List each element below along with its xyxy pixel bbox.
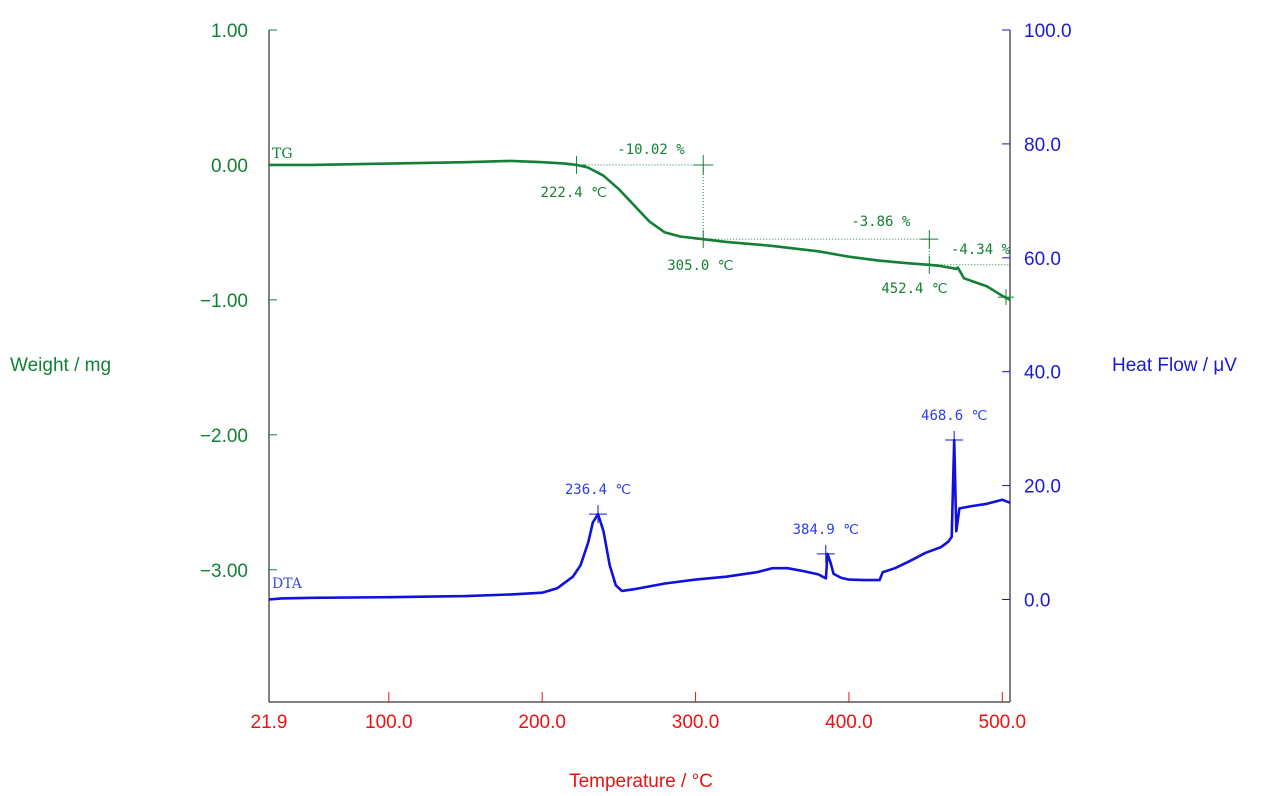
y-right-tick-label: 20.0	[1024, 477, 1061, 498]
left-axis-ticks: 1.00 0.00 −1.00 −2.00 −3.00	[200, 21, 277, 582]
x-tick-label: 200.0	[518, 712, 566, 733]
y-left-tick-label: 1.00	[211, 21, 248, 42]
y-right-tick-label: 80.0	[1024, 135, 1061, 156]
y-right-tick-label: 0.0	[1024, 590, 1050, 611]
annotation-label: -3.86 %	[851, 214, 911, 230]
right-axis-ticks: 100.0 80.0 60.0 40.0 20.0 0.0	[1002, 21, 1072, 611]
plot-frame	[268, 30, 1011, 703]
x-axis-ticks: 21.9 100.0 200.0 300.0 400.0 500.0	[251, 692, 1027, 733]
y-right-tick-label: 40.0	[1024, 363, 1061, 384]
x-tick-label: 300.0	[672, 712, 720, 733]
annotation-label: -10.02 %	[617, 142, 685, 158]
y-left-tick-label: −2.00	[200, 426, 248, 447]
annotation-label: 236.4 ℃	[565, 482, 631, 498]
series-label-tg: TG	[272, 146, 293, 162]
series-line-dta	[268, 438, 1011, 601]
y-left-tick-label: 0.00	[211, 156, 248, 177]
x-tick-label: 500.0	[979, 712, 1027, 733]
series-label-dta: DTA	[272, 576, 303, 592]
y-right-tick-label: 60.0	[1024, 249, 1061, 270]
x-tick-label: 21.9	[251, 712, 288, 733]
annotation-label: 468.6 ℃	[921, 408, 987, 424]
annotation-label: -4.34 %	[951, 242, 1011, 258]
annotation-label: 384.9 ℃	[793, 522, 859, 538]
annotation-label: 452.4 ℃	[881, 281, 947, 297]
series-line-tg	[269, 159, 1011, 302]
y-left-axis-title: Weight / mg	[10, 355, 111, 376]
annotation-label: 305.0 ℃	[667, 258, 733, 274]
x-tick-label: 100.0	[365, 712, 413, 733]
y-right-axis-title: Heat Flow / μV	[1112, 355, 1237, 376]
x-axis-title: Temperature / °C	[569, 771, 713, 792]
y-right-tick-label: 100.0	[1024, 21, 1072, 42]
y-left-tick-label: −3.00	[200, 561, 248, 582]
y-left-tick-label: −1.00	[200, 291, 248, 312]
annotation-markers	[567, 154, 1014, 563]
annotation-labels: 222.4 ℃ -10.02 % 305.0 ℃ -3.86 % -4.34 % 452.…	[541, 142, 1011, 538]
x-tick-label: 400.0	[825, 712, 873, 733]
annotation-label: 222.4 ℃	[541, 185, 607, 201]
